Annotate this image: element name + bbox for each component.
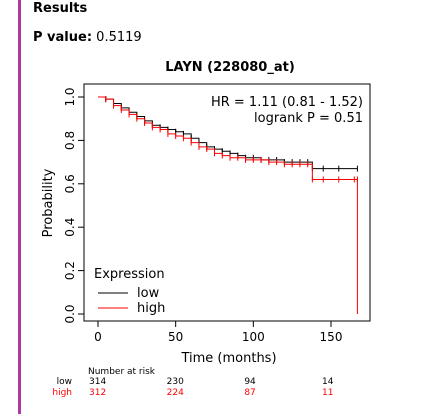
- y-tick-label: 0.2: [63, 261, 77, 280]
- annotation-hr: HR = 1.11 (0.81 - 1.52): [211, 95, 363, 110]
- risk-value-high: 312: [89, 388, 106, 398]
- x-tick-label: 0: [94, 330, 102, 344]
- risk-row-label-low: low: [57, 377, 72, 387]
- x-tick-label: 150: [320, 330, 343, 344]
- risk-row-label-high: high: [52, 388, 72, 398]
- risk-value-low: 230: [167, 377, 184, 387]
- risk-value-low: 14: [322, 377, 334, 387]
- risk-value-high: 224: [167, 388, 184, 398]
- legend-label-high: high: [137, 301, 165, 316]
- x-axis-label: Time (months): [180, 351, 276, 366]
- risk-value-low: 94: [244, 377, 256, 387]
- p-value-line: P value: 0.5119: [33, 30, 142, 45]
- risk-value-high: 87: [244, 388, 255, 398]
- plot-frame: [83, 83, 371, 322]
- x-tick-label: 100: [242, 330, 265, 344]
- y-axis-label: Probability: [41, 168, 56, 237]
- chart-title: LAYN (228080_at): [165, 60, 295, 75]
- x-tick-label: 50: [168, 330, 183, 344]
- risk-value-low: 314: [89, 377, 106, 387]
- y-tick-label: 0.4: [63, 218, 77, 237]
- y-tick-label: 0.8: [63, 131, 77, 150]
- y-tick-label: 0.6: [63, 174, 77, 193]
- annotation-logrank: logrank P = 0.51: [254, 111, 363, 126]
- y-tick-label: 1.0: [63, 87, 77, 106]
- legend-label-low: low: [137, 286, 160, 301]
- results-heading: Results: [33, 1, 88, 16]
- p-value: 0.5119: [96, 30, 142, 45]
- risk-value-high: 11: [322, 388, 333, 398]
- p-value-label: P value:: [33, 30, 93, 45]
- legend-title: Expression: [94, 267, 165, 282]
- risk-table-title: Number at risk: [88, 367, 156, 377]
- y-tick-label: 0.0: [63, 304, 77, 323]
- page-accent-bar: [18, 0, 21, 414]
